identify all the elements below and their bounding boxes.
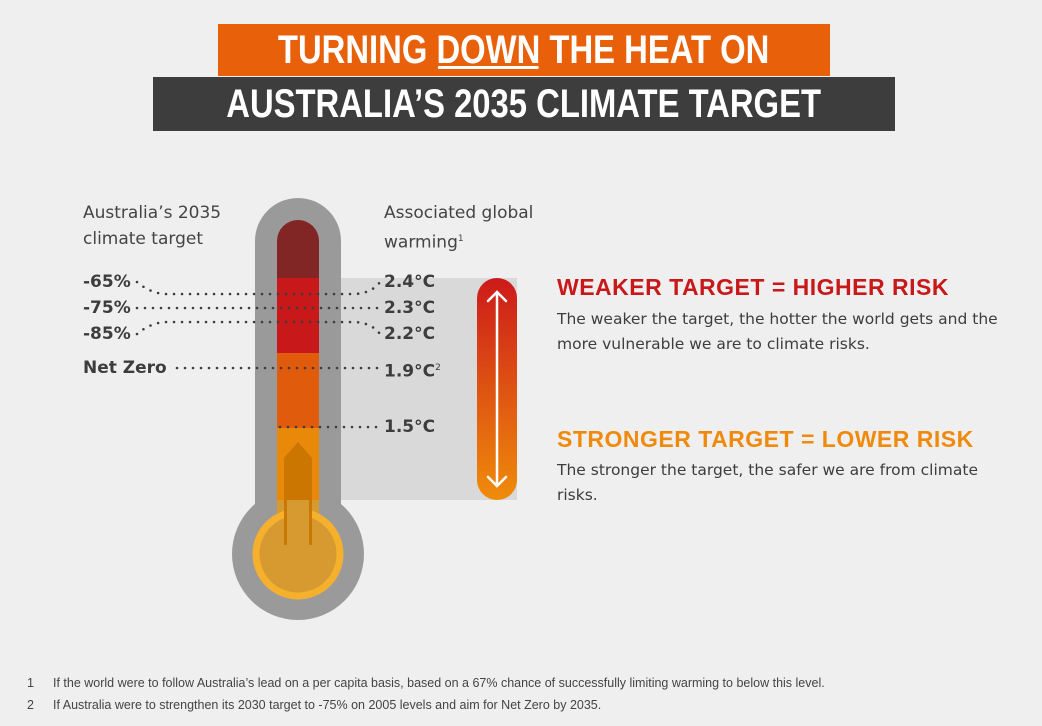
- target-85: -85%: [83, 324, 131, 344]
- warming-1-5: 1.5°C: [384, 417, 435, 437]
- leader-65: [135, 280, 382, 296]
- warming-value: 2.2°C: [384, 324, 436, 344]
- target-net-zero: Net Zero: [83, 358, 167, 378]
- left-header-line: climate target: [83, 229, 203, 249]
- stronger-heading: STRONGER TARGET = LOWER RISK: [557, 426, 974, 452]
- warming-2-2: 2.2°C: [384, 324, 435, 344]
- target-65: -65%: [83, 272, 131, 292]
- title-line-1-text: TURNING DOWN THE HEAT ON: [278, 24, 769, 76]
- right-header: Associated global warming1: [384, 200, 533, 256]
- title-line-2: AUSTRALIA’S 2035 CLIMATE TARGET: [153, 77, 895, 131]
- footnote-text: If the world were to follow Australia’s …: [53, 676, 825, 690]
- footnote-1: 1 If the world were to follow Australia’…: [27, 676, 1027, 694]
- warming-1-9: 1.9°C2: [384, 358, 441, 382]
- footnote-2: 2 If Australia were to strengthen its 20…: [27, 698, 1027, 716]
- target-75: -75%: [83, 298, 131, 318]
- left-header: Australia’s 2035 climate target: [83, 200, 221, 252]
- title-line-1: TURNING DOWN THE HEAT ON: [218, 24, 830, 76]
- left-header-line: Australia’s 2035: [83, 203, 222, 223]
- double-arrow-icon: [486, 290, 508, 488]
- warming-value: 2.3°C: [384, 298, 436, 318]
- warming-2-4: 2.4°C: [384, 272, 435, 292]
- segment-red: [277, 278, 319, 353]
- title-underlined-word: DOWN: [436, 28, 541, 72]
- leader-85: [135, 320, 382, 336]
- warming-value: 2.4°C: [384, 272, 436, 292]
- warming-2-3: 2.3°C: [384, 298, 435, 318]
- segment-orange: [277, 353, 319, 428]
- warming-value: 1.5°C: [384, 417, 436, 437]
- title-line-2-text: AUSTRALIA’S 2035 CLIMATE TARGET: [226, 82, 822, 126]
- footnote-number: 1: [27, 676, 34, 690]
- dotted-leaders: [135, 280, 382, 429]
- footnote-ref: 1: [457, 234, 464, 244]
- weaker-heading: WEAKER TARGET = HIGHER RISK: [557, 274, 949, 300]
- right-header-line: Associated global: [384, 203, 534, 223]
- stronger-text: The stronger the target, the safer we ar…: [557, 461, 978, 504]
- footnote-ref: 2: [435, 363, 441, 373]
- title-text: TURNING: [278, 28, 437, 72]
- footnote-text: If Australia were to strengthen its 2030…: [53, 698, 602, 712]
- segment-dark-red: [277, 220, 319, 278]
- weaker-text: The weaker the target, the hotter the wo…: [557, 310, 998, 353]
- footnote-number: 2: [27, 698, 34, 712]
- right-header-line: warming: [384, 232, 458, 253]
- warming-value: 1.9°C: [384, 361, 436, 382]
- title-text: THE HEAT ON: [540, 28, 770, 72]
